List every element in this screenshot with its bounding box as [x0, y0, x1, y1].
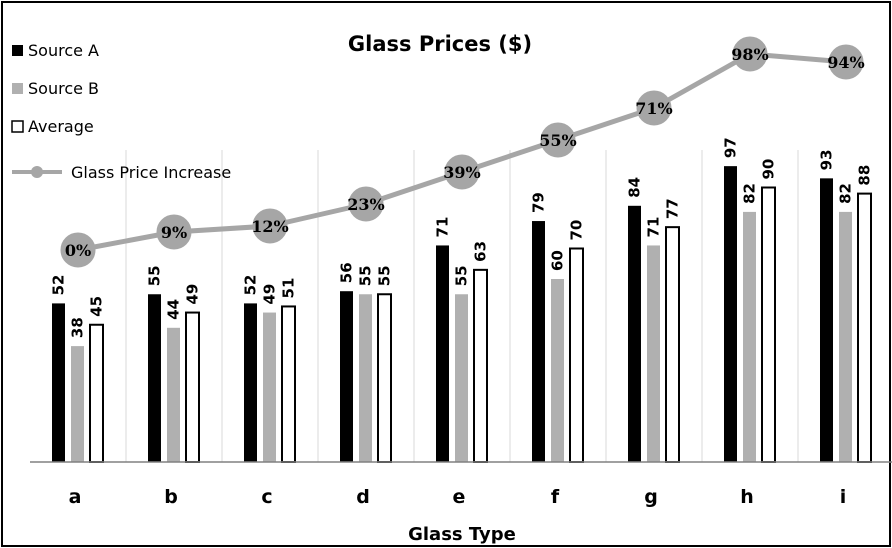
line-marker	[60, 232, 96, 268]
bar-source-a-d	[340, 291, 353, 462]
line-data-label: 9%	[161, 223, 187, 242]
bar-value-label: 44	[165, 299, 183, 320]
line-data-label: 23%	[347, 195, 384, 214]
bar-source-a-g	[628, 205, 641, 463]
bar-source-a-b	[148, 294, 161, 462]
bar-value-label: 90	[760, 159, 778, 180]
bar-value-label: 88	[856, 165, 874, 186]
bar-value-label: 93	[818, 149, 836, 170]
x-tick-label: d	[356, 486, 370, 508]
bar-source-b-g	[647, 245, 660, 462]
bar-source-a-a	[52, 303, 65, 462]
bar-average-g	[665, 226, 680, 463]
line-marker	[540, 122, 576, 158]
bar-value-label: 84	[626, 177, 644, 198]
bar-source-b-d	[359, 294, 372, 462]
grid-layer	[125, 150, 799, 462]
bar-value-label: 45	[88, 296, 106, 317]
x-tick-label: e	[453, 486, 466, 508]
x-axis-title: Glass Type	[408, 524, 516, 545]
bar-average-a	[89, 323, 104, 463]
line-data-label: 39%	[443, 163, 480, 182]
bar-average-d	[377, 293, 392, 463]
bar-value-label: 38	[69, 317, 87, 338]
bar-source-b-i	[839, 211, 852, 462]
legend-line-marker	[31, 166, 43, 178]
bar-source-b-a	[71, 346, 84, 462]
line-data-label: 98%	[731, 45, 768, 64]
line-data-label: 0%	[65, 241, 91, 260]
bar-source-a-h	[724, 166, 737, 462]
x-tick-label: a	[69, 486, 82, 508]
line-marker	[732, 36, 768, 72]
bar-average-h	[761, 186, 776, 463]
bar-source-a-c	[244, 303, 257, 462]
bar-value-label: 79	[530, 192, 548, 213]
line-data-label: 12%	[251, 217, 288, 236]
bar-value-label: 60	[549, 250, 567, 271]
x-tick-label: c	[261, 486, 272, 508]
bar-average-c	[281, 305, 296, 464]
bar-average-e	[473, 268, 488, 463]
legend-label: Source B	[28, 79, 99, 98]
bar-layer	[52, 166, 872, 464]
bar-value-label: 51	[280, 278, 298, 299]
x-tick-label: g	[644, 486, 658, 508]
bar-source-b-c	[263, 312, 276, 462]
bar-source-b-h	[743, 211, 756, 462]
bar-value-label: 71	[645, 217, 663, 238]
bar-value-label: 97	[722, 137, 740, 158]
line-data-label: 94%	[827, 53, 864, 72]
legend-swatch-source-b	[12, 83, 23, 94]
bar-average-f	[569, 247, 584, 463]
line-marker	[252, 208, 288, 244]
bar-value-label: 82	[741, 183, 759, 204]
legend-swatch-average	[11, 120, 24, 133]
legend-label: Average	[28, 117, 94, 136]
x-tick-labels: a b c d e f g h i	[69, 486, 847, 508]
line-marker	[636, 90, 672, 126]
chart-title: Glass Prices ($)	[348, 32, 532, 56]
bar-source-a-i	[820, 178, 833, 462]
line-marker	[828, 44, 864, 80]
line-marker	[444, 154, 480, 190]
bar-value-label: 55	[453, 265, 471, 286]
line-marker	[156, 214, 192, 250]
bar-value-label: 55	[146, 265, 164, 286]
legend-swatch-source-a	[12, 45, 23, 56]
legend: Source A Source B Average Glass Price Incre…	[11, 41, 231, 182]
bar-value-label: 82	[837, 183, 855, 204]
x-tick-label: h	[740, 486, 754, 508]
x-tick-label: f	[551, 486, 560, 508]
bar-average-i	[857, 192, 872, 463]
bar-source-b-f	[551, 279, 564, 462]
bar-value-label: 55	[357, 265, 375, 286]
bar-value-label: 52	[242, 275, 260, 296]
bar-value-label: 70	[568, 220, 586, 241]
bar-source-a-f	[532, 221, 545, 462]
bar-source-b-b	[167, 327, 180, 462]
bar-average-b	[185, 311, 200, 463]
bar-value-label: 55	[376, 265, 394, 286]
bar-value-label: 56	[338, 262, 356, 283]
line-data-label: 55%	[539, 131, 576, 150]
bar-value-label: 63	[472, 241, 490, 262]
bar-value-label: 71	[434, 217, 452, 238]
bar-value-label: 77	[664, 198, 682, 219]
x-tick-label: b	[164, 486, 178, 508]
line-marker	[348, 186, 384, 222]
legend-label: Source A	[28, 41, 99, 60]
x-tick-label: i	[840, 486, 847, 508]
bar-source-a-e	[436, 245, 449, 462]
legend-label: Glass Price Increase	[71, 163, 231, 182]
line-layer: 0% 9% 12% 23% 39% 55% 71% 98% 94%	[60, 36, 865, 268]
bar-value-label: 49	[184, 284, 202, 305]
bar-value-label: 52	[50, 275, 68, 296]
bar-source-b-e	[455, 294, 468, 462]
line-data-label: 71%	[635, 99, 672, 118]
bar-value-label: 49	[261, 284, 279, 305]
